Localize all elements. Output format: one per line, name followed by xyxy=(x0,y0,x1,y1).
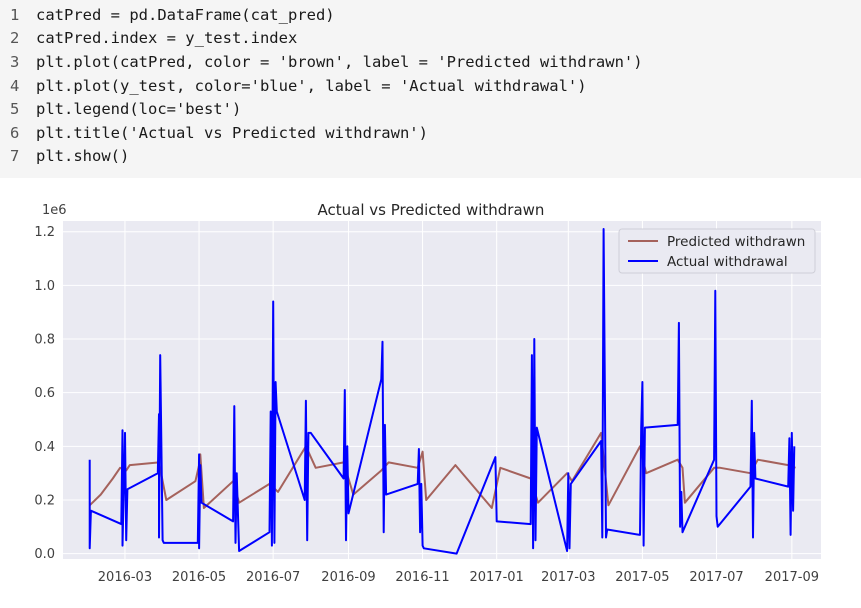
x-tick-label: 2017-01 xyxy=(469,570,523,585)
x-tick-label: 2016-07 xyxy=(246,570,300,585)
code-line: 1 catPred = pd.DataFrame(cat_pred) xyxy=(0,3,861,27)
legend-label-actual: Actual withdrawal xyxy=(667,254,788,270)
code-line: 5 plt.legend(loc='best') xyxy=(0,97,861,121)
legend-label-predicted: Predicted withdrawn xyxy=(667,234,805,250)
x-tick-label: 2017-07 xyxy=(689,570,743,585)
code-text: plt.show() xyxy=(36,147,130,166)
y-tick-label: 0.4 xyxy=(34,440,55,455)
x-tick-label: 2017-05 xyxy=(615,570,669,585)
y-tick-label: 0.2 xyxy=(34,493,55,508)
line-number: 1 xyxy=(10,5,20,24)
plot-output: 2016-03 2016-05 2016-07 2016-09 2016-11 2017-… xyxy=(0,178,861,608)
x-tick-label: 2016-03 xyxy=(98,570,152,585)
code-cell[interactable]: 1 catPred = pd.DataFrame(cat_pred) 2 catPre… xyxy=(0,0,861,178)
line-chart: 2016-03 2016-05 2016-07 2016-09 2016-11 2017-… xyxy=(34,201,821,585)
x-tick-label: 2016-09 xyxy=(321,570,375,585)
x-tick-label: 2016-05 xyxy=(172,570,226,585)
y-tick-label: 1.0 xyxy=(34,279,55,294)
code-line: 3 plt.plot(catPred, color = 'brown', labe… xyxy=(0,50,861,74)
series-lines xyxy=(88,228,796,555)
code-line: 4 plt.plot(y_test, color='blue', label = … xyxy=(0,74,861,98)
code-text: plt.title('Actual vs Predicted withdrawn… xyxy=(36,123,428,142)
series-line-actual xyxy=(88,228,796,555)
code-text: catPred = pd.DataFrame(cat_pred) xyxy=(36,5,335,24)
code-text: plt.plot(y_test, color='blue', label = '… xyxy=(36,76,587,95)
line-number: 2 xyxy=(10,29,20,48)
line-number: 3 xyxy=(10,52,20,71)
y-offset-label: 1e6 xyxy=(42,203,67,218)
grid xyxy=(63,221,821,559)
code-line: 2 catPred.index = y_test.index xyxy=(0,27,861,51)
y-tick-label: 0.8 xyxy=(34,333,55,348)
code-line: 6 plt.title('Actual vs Predicted withdraw… xyxy=(0,121,861,145)
line-number: 5 xyxy=(10,100,20,119)
tick-labels: 2016-03 2016-05 2016-07 2016-09 2016-11 2017-… xyxy=(34,225,819,585)
legend: Predicted withdrawn Actual withdrawal xyxy=(618,228,816,274)
chart-title: Actual vs Predicted withdrawn xyxy=(318,201,545,219)
y-tick-label: 0.0 xyxy=(34,547,55,562)
legend-box xyxy=(618,228,816,274)
x-tick-label: 2016-11 xyxy=(395,570,449,585)
code-text: plt.plot(catPred, color = 'brown', label… xyxy=(36,52,643,71)
x-tick-label: 2017-09 xyxy=(765,570,819,585)
line-number: 4 xyxy=(10,76,20,95)
y-tick-label: 0.6 xyxy=(34,386,55,401)
y-tick-label: 1.2 xyxy=(34,225,55,240)
code-text: catPred.index = y_test.index xyxy=(36,29,298,48)
line-number: 6 xyxy=(10,123,20,142)
code-line: 7 plt.show() xyxy=(0,145,861,169)
code-text: plt.legend(loc='best') xyxy=(36,100,242,119)
x-tick-label: 2017-03 xyxy=(541,570,595,585)
line-number: 7 xyxy=(10,147,20,166)
